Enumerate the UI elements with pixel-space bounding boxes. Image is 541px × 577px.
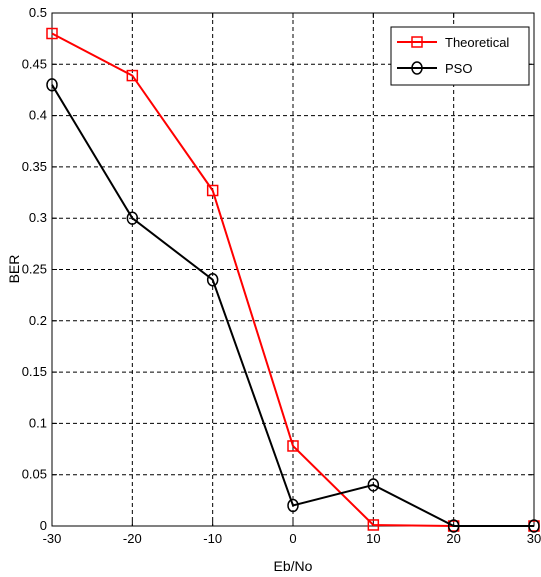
data-point-circle: [447, 519, 460, 533]
data-point-circle: [206, 273, 219, 287]
data-point-circle: [126, 211, 139, 225]
data-point-circle: [46, 78, 58, 92]
data-point-square: [126, 69, 139, 82]
legend-marker-circle: [411, 61, 423, 75]
legend-label: Theoretical: [445, 35, 509, 50]
y-tick-label: 0.15: [22, 364, 47, 379]
series-pso: [46, 78, 540, 533]
x-tick-label: -30: [43, 531, 62, 546]
y-tick-label: 0.25: [22, 262, 47, 277]
y-tick-label: 0.3: [29, 210, 47, 225]
x-tick-label: 20: [446, 531, 460, 546]
data-point-circle: [528, 519, 540, 533]
y-tick-label: 0.5: [29, 5, 47, 20]
y-tick-label: 0.4: [29, 108, 47, 123]
y-tick-label: 0: [40, 518, 47, 533]
legend-entry: PSO: [397, 61, 472, 76]
x-tick-label: 30: [527, 531, 541, 546]
grid-lines: [52, 13, 534, 526]
series-layer: [46, 27, 540, 533]
data-point-square: [46, 27, 58, 40]
legend-label: PSO: [445, 61, 472, 76]
data-point-circle: [367, 478, 380, 492]
x-tick-label: 10: [366, 531, 380, 546]
y-tick-label: 0.2: [29, 313, 47, 328]
y-tick-label: 0.35: [22, 159, 47, 174]
y-tick-label: 0.05: [22, 467, 47, 482]
y-axis-label: BER: [6, 255, 22, 284]
y-tick-label: 0.1: [29, 415, 47, 430]
data-point-square: [367, 519, 380, 531]
x-tick-label: -10: [203, 531, 222, 546]
legend-entry: Theoretical: [397, 35, 509, 50]
legend: Theoretical PSO: [390, 26, 530, 86]
legend-marker-square: [411, 36, 423, 48]
series-line: [51, 84, 534, 527]
y-tick-label: 0.45: [22, 56, 47, 71]
axis-ticks: -30 -20 -10 0 10 20 30 0 0.05 0.1 0.15 0.2 0.25 0.3 0.…: [22, 5, 541, 546]
x-tick-label: -20: [123, 531, 142, 546]
data-point-square: [206, 184, 219, 197]
data-point-square: [287, 440, 299, 452]
x-tick-label: 0: [289, 531, 296, 546]
x-axis-label: Eb/No: [274, 558, 313, 574]
data-point-circle: [287, 498, 299, 513]
